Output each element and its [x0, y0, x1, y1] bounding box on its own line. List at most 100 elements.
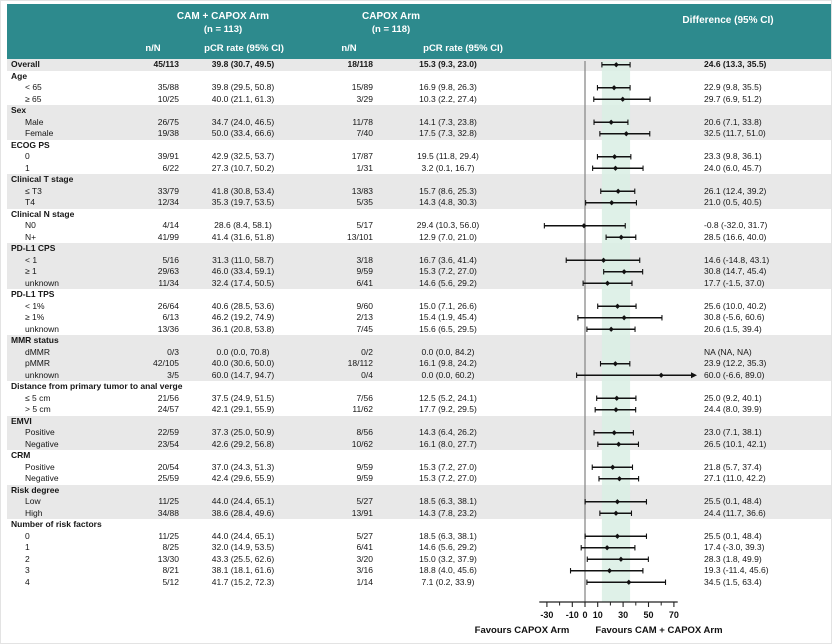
row-label: 0 [25, 530, 30, 541]
table-row-0: 0 39/91 42.9 (32.5, 53.7) 17/87 19.5 (11.8, … [7, 151, 831, 163]
arm1-nN-cell: 12/34 [157, 197, 179, 207]
table-row-negative: Negative 23/54 42.6 (29.2, 56.8) 10/62 16.1 … [7, 438, 831, 450]
arm2-pcr-cell: 0.0 (0.0, 84.2) [421, 346, 475, 357]
arm1-nN-cell: 11/25 [158, 530, 179, 541]
row-label: 1 [25, 542, 30, 552]
arm2-pcr-cell: 18.5 (6.3, 38.1) [419, 530, 477, 541]
arm2-nN-cell: 3/18 [356, 254, 373, 265]
table-row-clinical-n-stage: Clinical N stage [7, 209, 831, 221]
arm1-pcr-cell: 44.0 (24.4, 65.1) [211, 496, 275, 506]
table-row-male: Male 26/75 34.7 (24.0, 46.5) 11/78 14.1 (7.3… [7, 116, 831, 128]
arm2-pcr-cell: 18.5 (6.3, 38.1) [419, 496, 477, 506]
arm1-pcr-cell: 46.2 (19.2, 74.9) [211, 312, 275, 322]
arm1-nN-cell: 11/34 [158, 277, 179, 288]
table-row-1: ≥ 1% 6/13 46.2 (19.2, 74.9) 2/13 15.4 (1.9, … [7, 312, 831, 324]
arm2-pcr-cell: 10.3 (2.2, 27.4) [419, 93, 477, 104]
arm1-pcr-cell: 34.7 (24.0, 46.5) [211, 116, 275, 127]
row-label: unknown [25, 323, 60, 334]
difference-cell: 28.3 (1.8, 49.9) [704, 553, 762, 564]
difference-cell: 23.3 (9.8, 36.1) [704, 151, 762, 161]
row-label: ≤ 5 cm [25, 392, 51, 403]
difference-cell: 20.6 (1.5, 39.4) [704, 323, 762, 334]
arm2-nN-cell: 13/101 [347, 231, 373, 242]
row-label: ECOG PS [11, 139, 50, 150]
arm2-nN-cell: 9/60 [356, 300, 373, 311]
arm1-pcr-cell: 27.3 (10.7, 50.2) [211, 162, 275, 173]
table-row-n0: N0 4/14 28.6 (8.4, 58.1) 5/17 29.4 (10.3, 56… [7, 220, 831, 232]
arm2-nN-cell: 7/45 [356, 323, 373, 334]
arm2-pcr-cell: 14.3 (6.4, 26.2) [419, 427, 477, 437]
difference-cell: 24.4 (11.7, 36.6) [704, 507, 766, 518]
arm1-nN-cell: 29/63 [157, 266, 179, 276]
arm1-pcr-cell: 39.8 (29.5, 50.8) [211, 82, 275, 92]
arm1-nN-cell: 3/5 [167, 369, 179, 380]
table-row-65: ≥ 65 10/25 40.0 (21.1, 61.3) 3/29 10.3 (2.2,… [7, 94, 831, 106]
table-row-1: ≥ 1 29/63 46.0 (33.4, 59.1) 9/59 15.3 (7.2, … [7, 266, 831, 278]
difference-cell: 30.8 (-5.6, 60.6) [704, 312, 765, 322]
arm1-pcr-cell: 38.6 (28.4, 49.6) [211, 507, 275, 518]
table-row-n: N+ 41/99 41.4 (31.6, 51.8) 13/101 12.9 (7.0,… [7, 232, 831, 244]
arm2-pcr-cell: 15.0 (3.2, 37.9) [419, 553, 477, 564]
row-label: Negative [25, 438, 59, 449]
favours-right-label: Favours CAM + CAPOX Arm [595, 625, 722, 636]
row-label: < 65 [25, 82, 42, 92]
row-label: Number of risk factors [11, 519, 102, 529]
table-row-1: < 1% 26/64 40.6 (28.5, 53.6) 9/60 15.0 (7.1,… [7, 301, 831, 313]
table-row-65: < 65 35/88 39.8 (29.5, 50.8) 15/89 16.9 (9.8… [7, 82, 831, 94]
difference-cell: NA (NA, NA) [704, 346, 752, 357]
arm2-nN-cell: 3/29 [356, 93, 373, 104]
arm1-pcr-cell: 40.0 (21.1, 61.3) [211, 93, 275, 104]
table-row-pmmr: pMMR 42/105 40.0 (30.6, 50.0) 18/112 16.1 (9… [7, 358, 831, 370]
arm1-title: CAM + CAPOX Arm [176, 11, 270, 22]
table-row-1: 1 6/22 27.3 (10.7, 50.2) 1/31 3.2 (0.1, 16.7… [7, 163, 831, 175]
arm1-nN-cell: 25/59 [157, 473, 179, 483]
arm2-pcr-cell: 29.4 (10.3, 56.0) [416, 220, 480, 230]
table-row-positive: Positive 22/59 37.3 (25.0, 50.9) 8/56 14.3 (… [7, 427, 831, 439]
row-label: Clinical N stage [11, 208, 75, 219]
row-label: unknown [25, 277, 60, 288]
table-row-t3: ≤ T3 33/79 41.8 (30.8, 53.4) 13/83 15.7 (8.6… [7, 185, 831, 197]
row-label: N+ [25, 231, 37, 242]
arm2-pcr-cell: 15.6 (6.5, 29.5) [419, 323, 477, 334]
row-label: Female [25, 128, 54, 138]
table-row-4: 4 5/12 41.7 (15.2, 72.3) 1/14 7.1 (0.2, 33.9… [7, 577, 831, 589]
difference-cell: 20.6 (7.1, 33.8) [704, 116, 762, 127]
row-label: 3 [25, 565, 30, 575]
arm1-nN-cell: 34/88 [157, 507, 179, 518]
arm2-nN-cell: 13/91 [351, 507, 373, 518]
row-label: Clinical T stage [11, 174, 74, 184]
arm1-pcr-cell: 31.3 (11.0, 58.7) [212, 254, 274, 265]
arm1-nN-cell: 23/54 [157, 438, 179, 449]
row-label: Distance from primary tumor to anal verg… [11, 381, 183, 391]
arm1-nN-cell: 8/21 [162, 565, 179, 575]
row-label: 2 [25, 553, 30, 564]
arm1-pcr-cell: 40.6 (28.5, 53.6) [211, 300, 275, 311]
arm1-pcr-cell: 60.0 (14.7, 94.7) [211, 369, 275, 380]
arm2-nN-cell: 1/14 [356, 576, 373, 587]
difference-cell: 23.0 (7.1, 38.1) [704, 427, 762, 437]
arm2-pcr-cell: 17.7 (9.2, 29.5) [419, 404, 477, 414]
arm1-nN-cell: 33/79 [157, 185, 179, 196]
row-label: > 5 cm [25, 404, 51, 414]
arm2-nN-cell: 5/27 [356, 530, 373, 541]
arm2-nN-cell: 18/118 [347, 59, 373, 69]
difference-cell: 21.0 (0.5, 40.5) [704, 197, 762, 207]
arm1-nN-cell: 0/3 [167, 346, 179, 357]
row-label: High [25, 507, 43, 518]
arm2-nN-cell: 9/59 [356, 473, 373, 483]
difference-cell: 23.9 (12.2, 35.3) [704, 358, 767, 368]
arm1-nN-cell: 45/113 [153, 59, 179, 69]
arm1-pcr-cell: 46.0 (33.4, 59.1) [211, 266, 275, 276]
arm1-pcr-cell: 37.0 (24.3, 51.3) [211, 461, 275, 472]
row-label: ≤ T3 [25, 185, 42, 196]
arm1-nN-cell: 6/22 [162, 162, 179, 173]
arm1-nN-cell: 8/25 [162, 542, 179, 552]
arm2-pcr-cell: 7.1 (0.2, 33.9) [421, 576, 475, 587]
arm2-nN-cell: 7/56 [356, 392, 373, 403]
subgroup-table-rows: Overall 45/113 39.8 (30.7, 49.5) 18/118 15.3… [7, 59, 831, 588]
row-label: Positive [25, 427, 55, 437]
table-row-1: < 1 5/16 31.3 (11.0, 58.7) 3/18 16.7 (3.6, 4… [7, 254, 831, 266]
table-row-0: 0 11/25 44.0 (24.4, 65.1) 5/27 18.5 (6.3, 38… [7, 531, 831, 543]
arm1-nN-cell: 13/30 [157, 553, 179, 564]
row-label: MMR status [11, 335, 59, 345]
